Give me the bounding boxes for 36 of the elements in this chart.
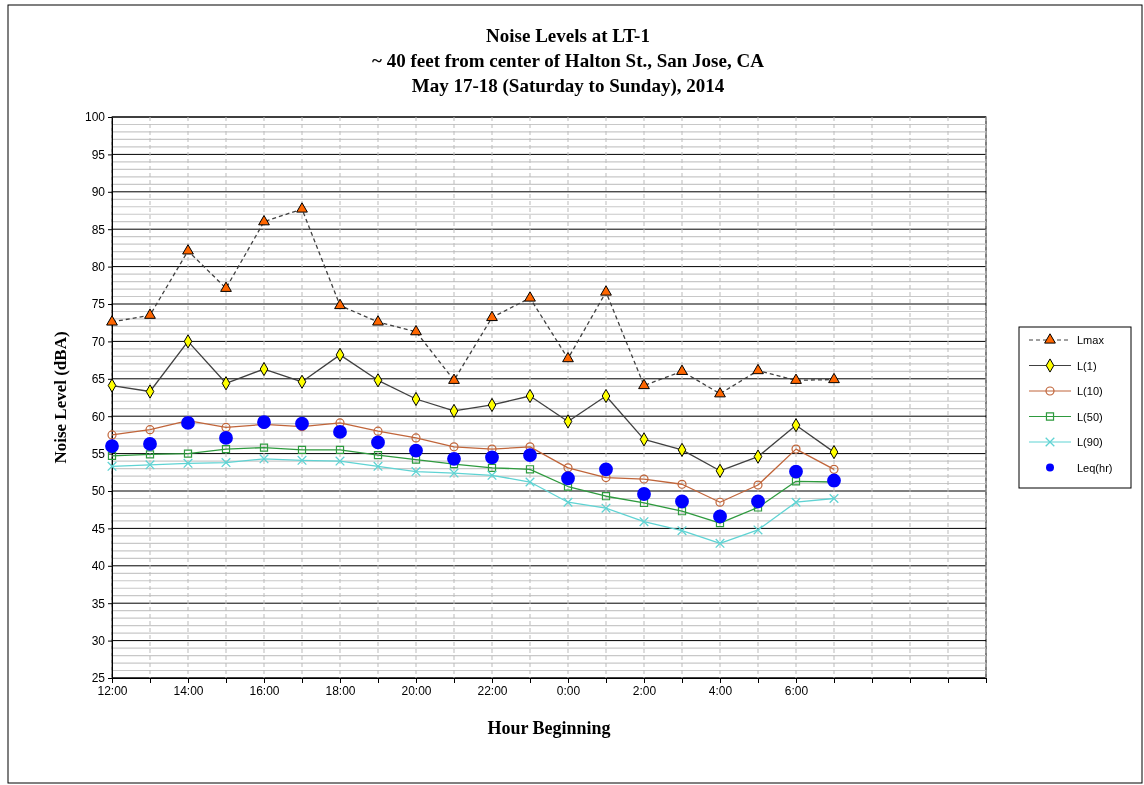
- legend-label: L(1): [1077, 359, 1097, 372]
- chart-subtitle: ~ 40 feet from center of Halton St., San Jose, CA May 17-18 (Saturday to Sunday), 2014: [372, 50, 765, 97]
- y-tick-label: 90: [91, 185, 106, 200]
- y-tick-label: 55: [91, 446, 106, 461]
- x-tick-label: 6:00: [784, 683, 809, 698]
- legend-label: L(50): [1077, 410, 1103, 423]
- x-tick-label: 18:00: [325, 683, 356, 698]
- y-tick-label: 45: [91, 521, 106, 536]
- legend-label: L(90): [1077, 436, 1103, 448]
- legend-label: L(10): [1077, 385, 1103, 397]
- y-tick-label: 85: [91, 222, 106, 237]
- y-tick-label: 60: [91, 409, 106, 424]
- y-tick-label: 70: [91, 334, 106, 349]
- y-tick-label: 65: [91, 372, 106, 387]
- x-tick-label: 0:00: [556, 683, 581, 698]
- y-tick-label: 80: [91, 259, 106, 274]
- x-tick-label: 4:00: [708, 683, 733, 698]
- y-tick-label: 40: [91, 559, 106, 574]
- legend-label: Leq(hr): [1077, 461, 1113, 474]
- y-tick-label: 35: [91, 596, 106, 611]
- x-tick-label: 12:00: [97, 683, 128, 698]
- y-tick-label: 50: [91, 484, 106, 499]
- x-tick-label: 20:00: [401, 683, 432, 698]
- x-tick-label: 2:00: [632, 683, 657, 698]
- y-tick-label: 100: [84, 110, 106, 125]
- x-tick-label: 22:00: [477, 683, 508, 698]
- y-tick-label: 75: [91, 297, 106, 312]
- legend-label: Lmax: [1077, 334, 1105, 346]
- y-axis-title: Noise Level (dBA): [51, 331, 70, 464]
- x-axis-title: Hour Beginning: [487, 718, 611, 738]
- x-tick-label: 14:00: [173, 683, 204, 698]
- y-tick-label: 25: [91, 671, 106, 686]
- y-tick-label: 30: [91, 633, 106, 648]
- chart-title: Noise Levels at LT-1: [486, 25, 650, 46]
- x-tick-label: 16:00: [249, 683, 280, 698]
- y-tick-label: 95: [91, 147, 106, 162]
